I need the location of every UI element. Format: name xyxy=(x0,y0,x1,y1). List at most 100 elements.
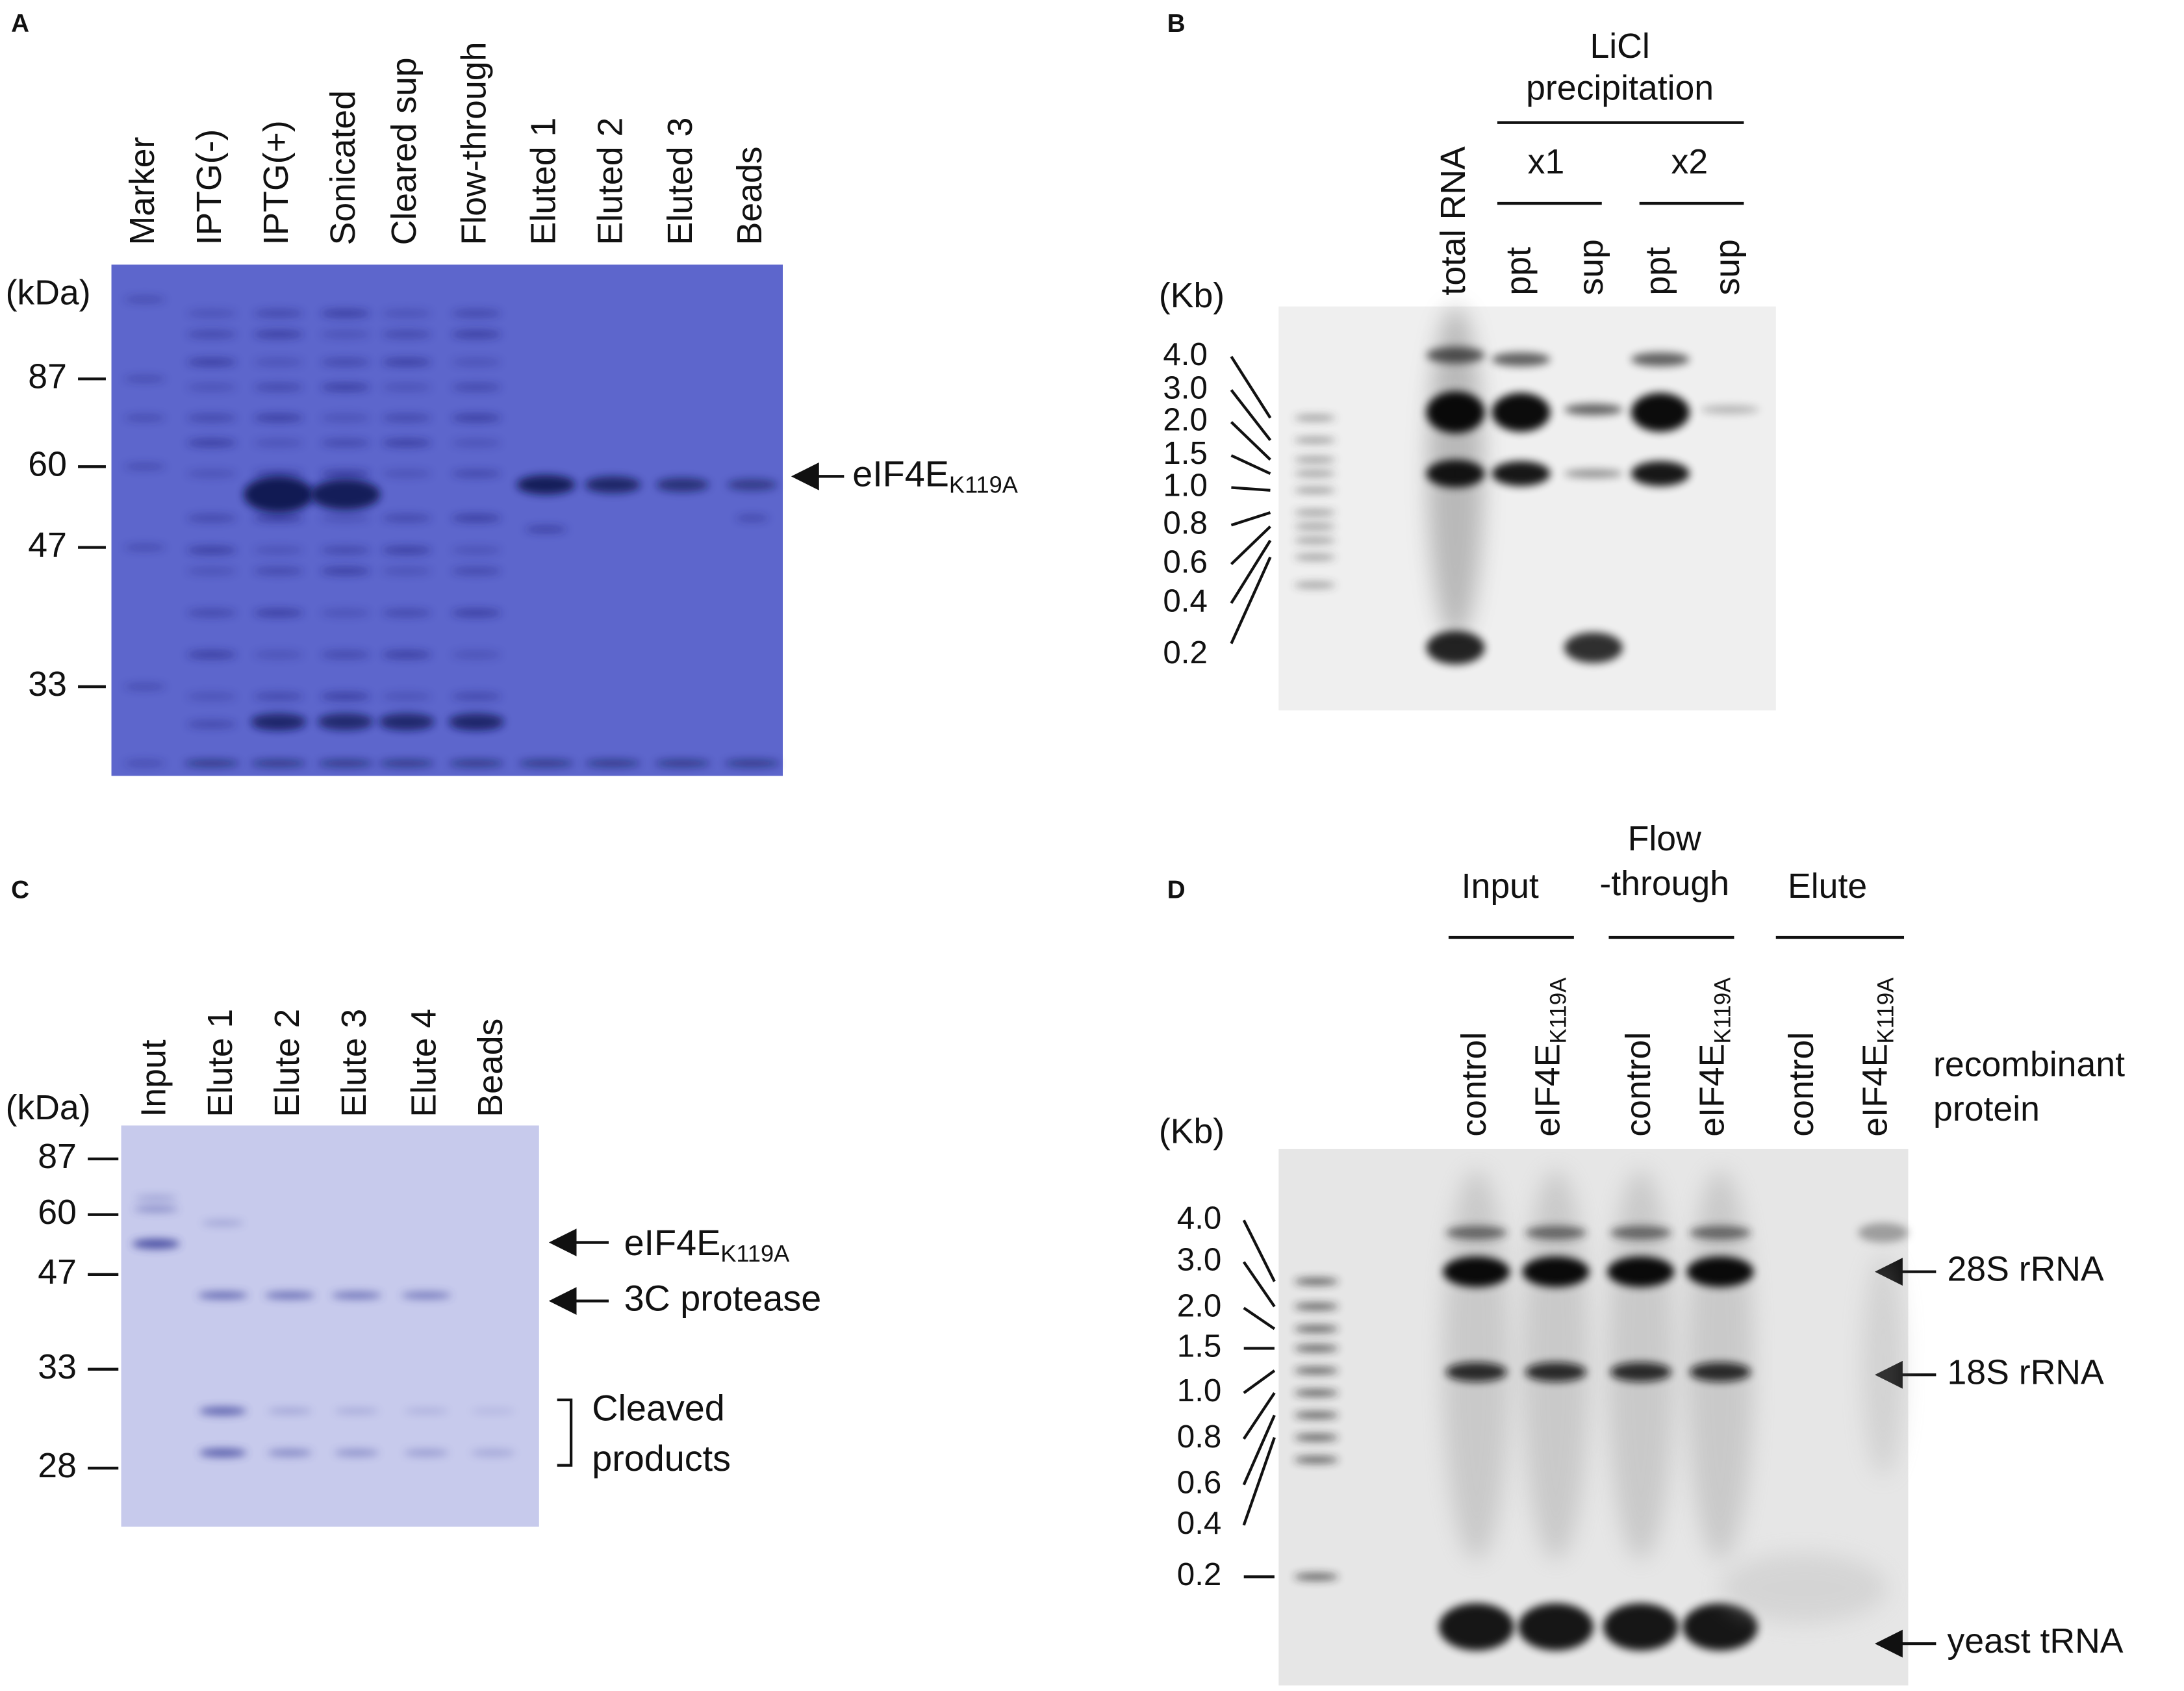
gel-band xyxy=(451,439,502,448)
label-main: eIF4E xyxy=(1693,1044,1732,1137)
marker-label: 28 xyxy=(38,1446,77,1485)
gel-band xyxy=(253,330,304,339)
gel-band xyxy=(1525,1362,1587,1382)
gel-band xyxy=(1631,392,1690,432)
marker-label: 33 xyxy=(28,665,67,704)
group-label: Input xyxy=(1462,867,1539,906)
gel-band xyxy=(451,566,502,576)
gel-band xyxy=(267,1449,312,1456)
unit-label: (Kb) xyxy=(1159,276,1225,315)
gel-band xyxy=(199,1406,247,1416)
gel-band xyxy=(186,650,237,659)
gel-band xyxy=(320,383,371,392)
gel-band xyxy=(654,759,711,767)
gel-band xyxy=(244,476,314,513)
gel-band xyxy=(186,413,237,422)
marker-label: 0.8 xyxy=(1177,1419,1222,1455)
gel-band xyxy=(320,514,371,523)
marker-label: 0.4 xyxy=(1163,583,1208,618)
gel-band xyxy=(381,566,432,576)
gel-band xyxy=(451,330,502,339)
gel-band xyxy=(403,1449,449,1456)
lane-label: sup xyxy=(1708,239,1747,295)
label-sub: K119A xyxy=(949,471,1019,498)
gel-band xyxy=(1564,469,1623,478)
gel-band xyxy=(317,713,374,730)
gel-band xyxy=(1525,1225,1587,1240)
gel-band xyxy=(133,1206,179,1212)
gel-band xyxy=(1293,1389,1339,1397)
gel-band xyxy=(1293,457,1336,463)
lane-label: Flow-through xyxy=(454,42,493,246)
lane-label: ppt xyxy=(1499,247,1538,296)
gel-band xyxy=(186,608,237,617)
lane-label: control xyxy=(1454,1032,1493,1137)
gel-band xyxy=(123,544,166,552)
marker-label: 0.6 xyxy=(1177,1465,1222,1501)
gel-band xyxy=(1293,524,1336,529)
label-main: eIF4E xyxy=(852,453,949,494)
gel-band xyxy=(186,469,237,478)
gel-band xyxy=(1293,1412,1339,1419)
gel-band xyxy=(320,309,371,318)
marker-tick xyxy=(1242,1437,1276,1526)
gel-band xyxy=(1720,1553,1888,1623)
marker-label: 0.2 xyxy=(1163,635,1208,670)
gel-band xyxy=(250,713,307,730)
gel-band xyxy=(451,383,502,392)
gel-band xyxy=(1686,1256,1754,1288)
gel-band xyxy=(516,475,576,495)
lane-label: Eluted 3 xyxy=(661,118,700,246)
gel-band xyxy=(123,463,166,470)
subscript-label: eIF4EK119A xyxy=(624,1223,791,1267)
gel-band xyxy=(186,358,237,366)
gel-band xyxy=(1293,1456,1339,1464)
gel-band xyxy=(381,439,432,448)
marker-label: 33 xyxy=(38,1347,77,1386)
marker-label: 4.0 xyxy=(1163,337,1208,372)
gel-band xyxy=(585,759,641,767)
gel-band xyxy=(585,476,641,494)
gel-band xyxy=(727,479,778,490)
gel-band xyxy=(267,1408,312,1414)
marker-label: 2.0 xyxy=(1163,402,1208,438)
annotation: products xyxy=(592,1438,731,1479)
gel-band xyxy=(1293,470,1336,477)
gel-band xyxy=(448,713,505,730)
gel-band xyxy=(186,439,237,448)
marker-tick xyxy=(1243,1306,1276,1330)
gel-band xyxy=(1682,1603,1758,1651)
gel-band xyxy=(1858,1223,1909,1243)
gel-band xyxy=(123,683,166,691)
gel-band xyxy=(320,330,371,339)
gel-band xyxy=(253,439,304,448)
gel-band xyxy=(1293,487,1336,494)
gel-band xyxy=(320,358,371,366)
gel-band xyxy=(1293,582,1336,588)
marker-tick xyxy=(1230,511,1271,527)
marker-tick xyxy=(1230,539,1272,604)
unit-label: (kDa) xyxy=(6,273,91,312)
gel-band xyxy=(1293,1434,1339,1442)
gel-band xyxy=(1518,1603,1594,1651)
lane-label: Beads xyxy=(730,146,769,245)
group-label: x1 xyxy=(1528,142,1565,181)
gel-band xyxy=(381,358,432,366)
gel-band xyxy=(1689,1362,1751,1382)
gel-band xyxy=(451,309,502,318)
marker-tick xyxy=(1230,355,1272,419)
gel-band xyxy=(518,759,574,767)
gel-band xyxy=(334,1449,379,1456)
lane-label: control xyxy=(1619,1032,1658,1137)
gel-band xyxy=(186,720,237,729)
gel-band xyxy=(320,650,371,659)
label-sub: K119A xyxy=(1710,977,1736,1044)
gel-band xyxy=(186,514,237,523)
gel-band xyxy=(1603,1603,1679,1651)
gel-band xyxy=(253,413,304,422)
gel-band xyxy=(735,515,769,522)
label-main: eIF4E xyxy=(624,1223,721,1263)
gel-band xyxy=(381,514,432,523)
gel-band xyxy=(1293,1345,1339,1352)
gel-band xyxy=(331,1291,382,1299)
